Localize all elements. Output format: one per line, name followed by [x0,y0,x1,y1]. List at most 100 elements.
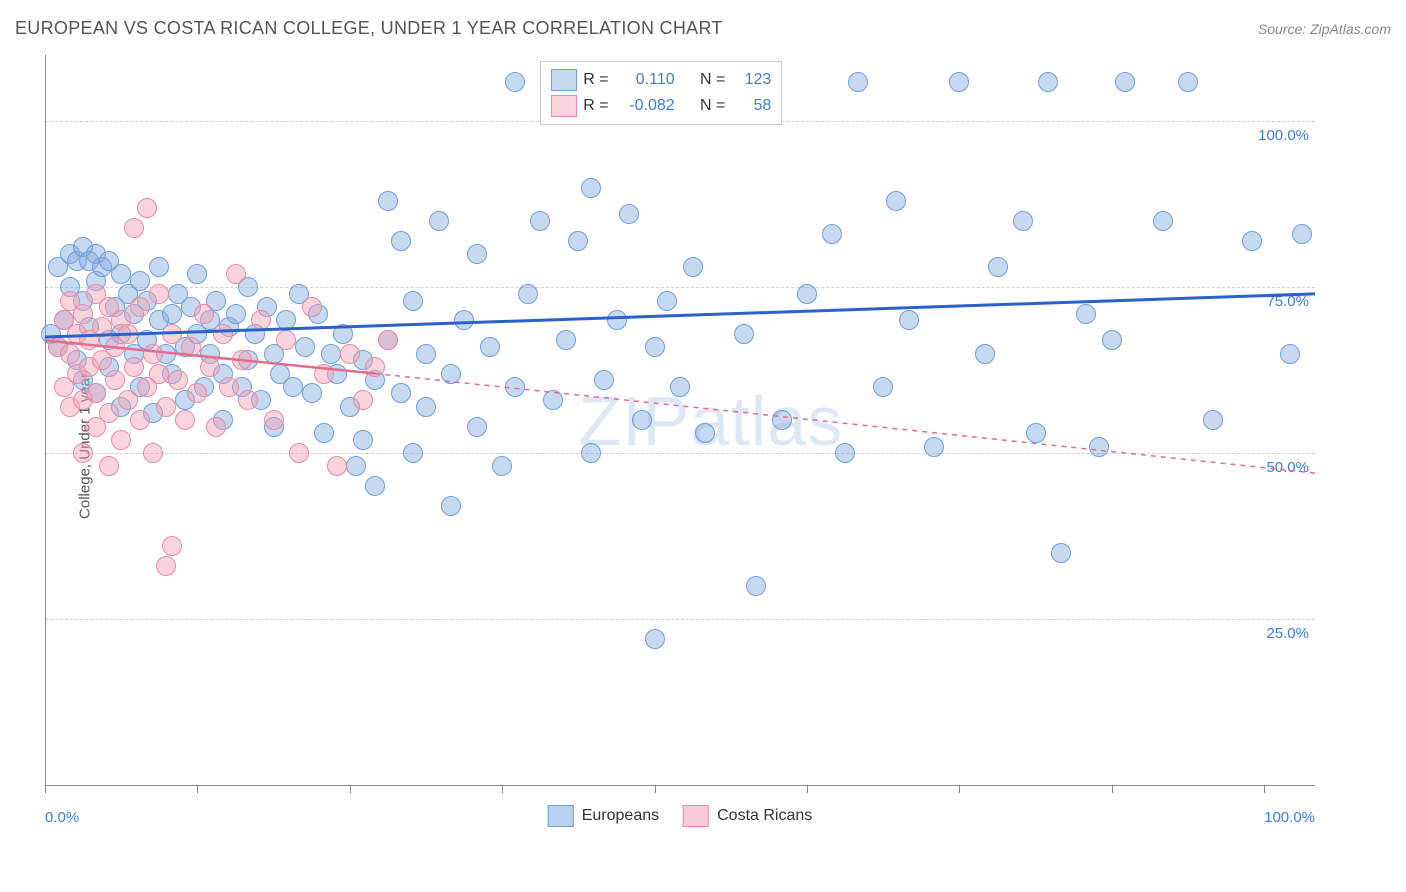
data-point [130,410,150,430]
data-point [111,430,131,450]
data-point [365,476,385,496]
data-point [276,330,296,350]
data-point [695,423,715,443]
data-point [403,291,423,311]
correlation-legend-row: R = -0.082 N = 58 [551,93,771,119]
data-point [92,317,112,337]
data-point [1089,437,1109,457]
grid-line [45,619,1315,620]
data-point [156,556,176,576]
correlation-legend: R = 0.110 N = 123R = -0.082 N = 58 [540,61,782,125]
data-point [314,423,334,443]
series-legend-item: Costa Ricans [683,805,812,827]
data-point [657,291,677,311]
data-point [86,383,106,403]
data-point [181,337,201,357]
data-point [1242,231,1262,251]
data-point [378,330,398,350]
data-point [156,397,176,417]
data-point [162,324,182,344]
series-legend-label: Europeans [582,807,659,825]
y-tick-label: 50.0% [1239,459,1309,476]
data-point [670,377,690,397]
watermark: ZIPatlas [578,381,843,461]
data-point [213,324,233,344]
data-point [848,72,868,92]
data-point [226,264,246,284]
chart-title: EUROPEAN VS COSTA RICAN COLLEGE, UNDER 1… [15,18,723,39]
data-point [264,410,284,430]
data-point [327,456,347,476]
data-point [353,430,373,450]
trend-lines [45,55,1315,830]
data-point [149,257,169,277]
data-point [143,344,163,364]
data-point [130,271,150,291]
data-point [149,364,169,384]
x-tick [45,785,46,793]
data-point [568,231,588,251]
data-point [988,257,1008,277]
data-point [581,178,601,198]
data-point [73,304,93,324]
grid-line [45,453,1315,454]
data-point [200,357,220,377]
data-point [1178,72,1198,92]
data-point [289,443,309,463]
data-point [822,224,842,244]
x-tick [1264,785,1265,793]
data-point [746,576,766,596]
y-tick-label: 75.0% [1239,293,1309,310]
data-point [645,629,665,649]
data-point [149,284,169,304]
data-point [99,456,119,476]
data-point [467,417,487,437]
data-point [232,350,252,370]
data-point [187,383,207,403]
data-point [505,377,525,397]
correlation-legend-row: R = 0.110 N = 123 [551,67,771,93]
data-point [416,344,436,364]
data-point [73,443,93,463]
data-point [168,370,188,390]
data-point [454,310,474,330]
data-point [283,377,303,397]
data-point [556,330,576,350]
data-point [194,304,214,324]
data-point [124,357,144,377]
data-point [403,443,423,463]
data-point [1013,211,1033,231]
data-point [130,297,150,317]
grid-line [45,287,1315,288]
legend-swatch [551,69,577,91]
x-tick [807,785,808,793]
data-point [143,443,163,463]
data-point [1280,344,1300,364]
x-tick [655,785,656,793]
data-point [251,310,271,330]
x-tick [197,785,198,793]
y-tick-label: 100.0% [1239,127,1309,144]
chart-source: Source: ZipAtlas.com [1258,21,1391,37]
y-tick-label: 25.0% [1239,625,1309,642]
data-point [1115,72,1135,92]
data-point [1203,410,1223,430]
data-point [924,437,944,457]
y-axis-line [45,55,46,785]
data-point [441,496,461,516]
x-min-label: 0.0% [45,809,79,826]
data-point [886,191,906,211]
data-point [441,364,461,384]
data-point [276,310,296,330]
data-point [480,337,500,357]
data-point [365,357,385,377]
data-point [530,211,550,231]
series-legend: Europeans Costa Ricans [548,805,813,827]
data-point [219,377,239,397]
x-axis-line [45,785,1315,786]
data-point [594,370,614,390]
data-point [137,198,157,218]
legend-swatch [551,95,577,117]
data-point [1102,330,1122,350]
data-point [105,370,125,390]
